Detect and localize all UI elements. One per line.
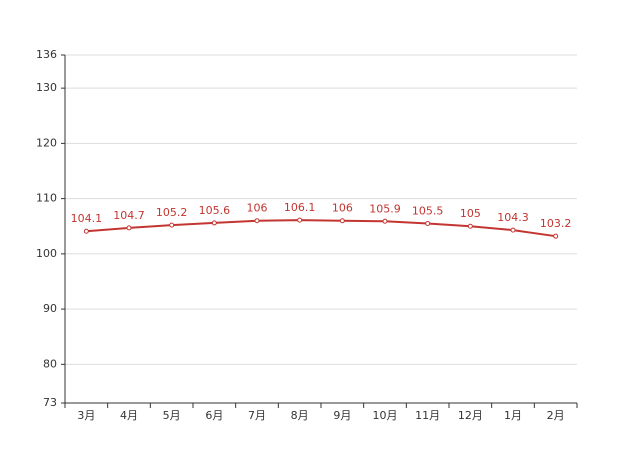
point [510, 227, 516, 233]
x-tick-label: 5月 [163, 409, 181, 422]
point [126, 225, 132, 231]
x-tick-label: 12月 [458, 409, 483, 422]
data-label: 103.2 [540, 217, 572, 230]
line [86, 219, 556, 238]
data-label: 104.3 [497, 211, 529, 224]
y-tick-label: 100 [36, 247, 57, 260]
point [297, 217, 303, 223]
x-tick-label: 11月 [415, 409, 440, 422]
x-tick-label: 1月 [504, 409, 522, 422]
y-tick-label: 73 [43, 396, 57, 409]
x-tick-label: 2月 [547, 409, 565, 422]
point [339, 218, 345, 224]
x-tick-label: 10月 [373, 409, 398, 422]
data-label: 106.1 [284, 201, 316, 214]
y-tick-label: 130 [36, 81, 57, 94]
point [425, 220, 431, 226]
y-tick-label: 110 [36, 192, 57, 205]
data-label: 105.5 [412, 204, 444, 217]
x-tick-label: 6月 [205, 409, 223, 422]
point [211, 220, 217, 226]
point [467, 223, 473, 229]
x-tick-label: 7月 [248, 409, 266, 422]
y-tick-label: 136 [36, 48, 57, 61]
data-label: 105.6 [199, 204, 231, 217]
point [382, 218, 388, 224]
x-tick-label: 8月 [291, 409, 309, 422]
data-label: 106 [332, 202, 353, 215]
y-tick-label: 80 [43, 357, 57, 370]
y-tick-label: 90 [43, 302, 57, 315]
x-tick-label: 3月 [77, 409, 95, 422]
data-label: 104.7 [113, 209, 145, 222]
data-label: 105.9 [369, 202, 401, 215]
data-label: 105 [460, 207, 481, 220]
x-tick-label: 4月 [120, 409, 138, 422]
x-tick-label: 9月 [333, 409, 351, 422]
data-label: 104.1 [71, 212, 103, 225]
point [169, 222, 175, 228]
point [254, 218, 260, 224]
y-tick-label: 120 [36, 136, 57, 149]
point [553, 233, 559, 239]
point [83, 228, 89, 234]
data-label: 105.2 [156, 206, 188, 219]
data-label: 106 [247, 202, 268, 215]
